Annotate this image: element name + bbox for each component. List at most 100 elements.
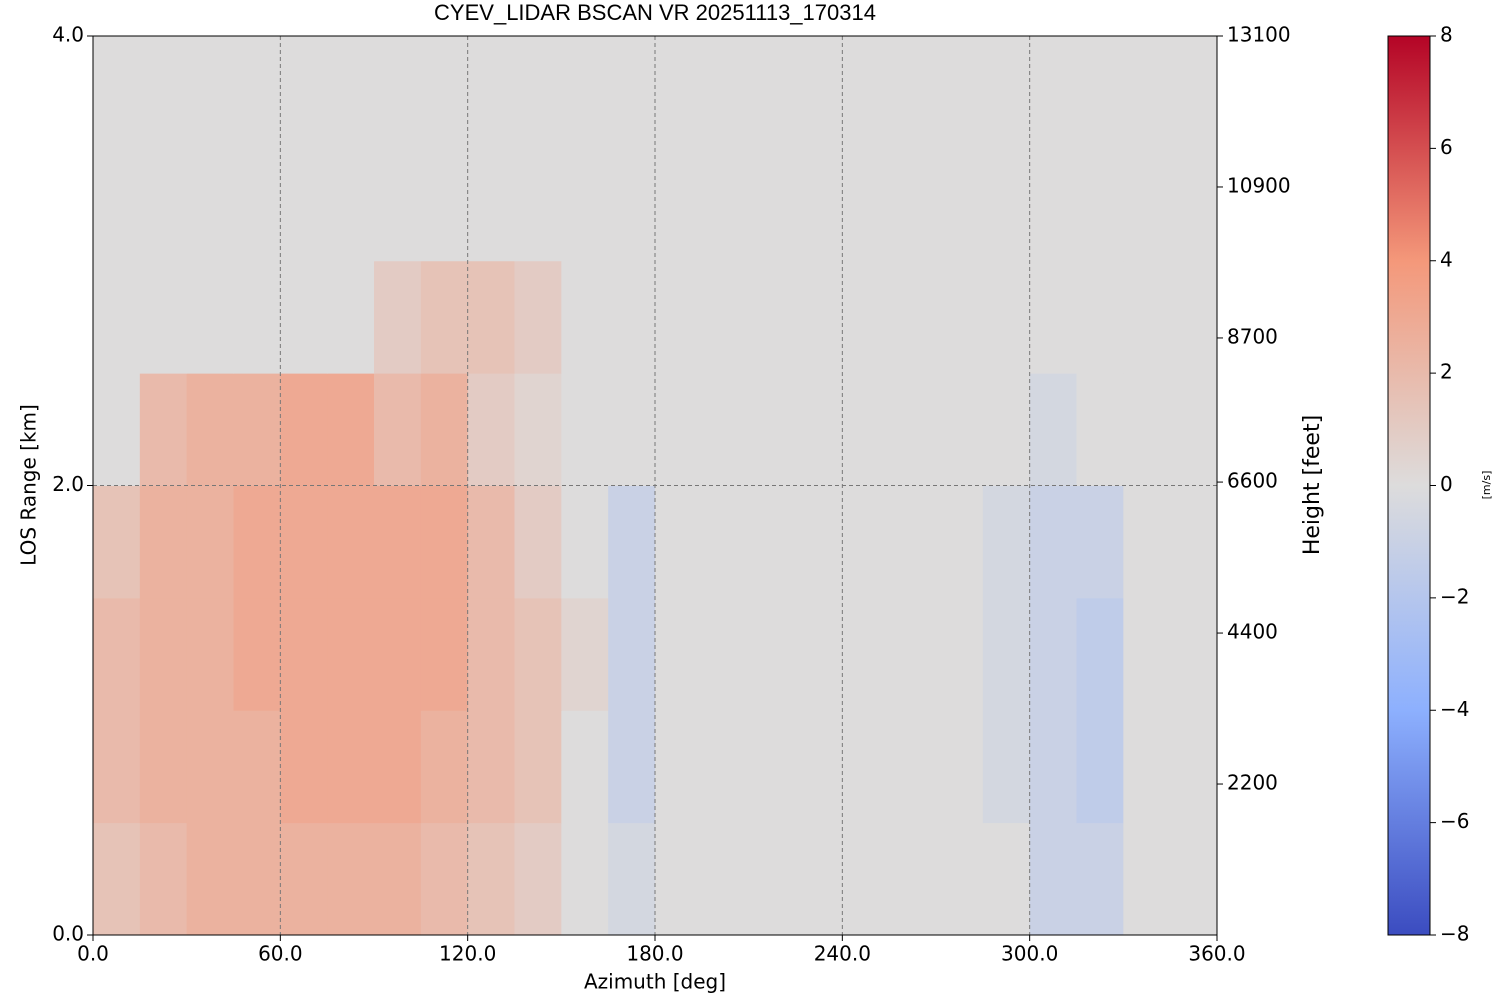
heatmap-cell xyxy=(327,822,375,936)
heatmap-cell xyxy=(561,148,609,262)
colorbar-tick-label: −8 xyxy=(1440,922,1469,946)
heatmap-cell xyxy=(139,36,188,149)
heatmap-cell xyxy=(186,597,234,711)
heatmap-cell xyxy=(374,710,422,824)
heatmap-cell xyxy=(1170,36,1218,149)
heatmap-cell xyxy=(748,373,796,486)
heatmap-cell xyxy=(93,148,141,262)
heatmap-cell xyxy=(1170,260,1218,374)
heatmap-cell xyxy=(280,597,328,711)
heatmap-cell xyxy=(514,710,562,824)
heatmap-cell xyxy=(186,148,234,262)
heatmap-cell xyxy=(1170,373,1218,486)
x-tick-label: 360.0 xyxy=(1188,942,1245,966)
heatmap-cell xyxy=(1029,597,1077,711)
heatmap-cell xyxy=(842,485,890,599)
heatmap-cell xyxy=(701,597,750,711)
heatmap-cell xyxy=(327,260,375,374)
heatmap-cell xyxy=(233,485,281,599)
heatmap-cell xyxy=(982,36,1031,149)
heatmap-cell xyxy=(420,36,469,149)
heatmap-cell xyxy=(748,260,796,374)
colorbar-tick-label: −6 xyxy=(1440,809,1469,833)
heatmap-cell xyxy=(655,148,703,262)
heatmap-cell xyxy=(467,148,515,262)
heatmap-cell xyxy=(982,485,1031,599)
y2-tick-label: 13100 xyxy=(1227,23,1291,47)
heatmap-cell xyxy=(233,36,281,149)
heatmap-cell xyxy=(1029,710,1077,824)
heatmap-cell xyxy=(327,373,375,486)
heatmap-cell xyxy=(889,485,937,599)
y2-axis-label: Height [feet] xyxy=(1300,415,1325,555)
heatmap-cell xyxy=(842,597,890,711)
heatmap-cell xyxy=(139,822,188,936)
x-tick-label: 180.0 xyxy=(626,942,683,966)
heatmap-cell xyxy=(93,822,141,936)
heatmap-cell xyxy=(1076,260,1124,374)
heatmap-cell xyxy=(655,597,703,711)
heatmap-cell xyxy=(374,373,422,486)
heatmap-cell xyxy=(1170,597,1218,711)
heatmap-cell xyxy=(93,36,141,149)
heatmap-cell xyxy=(608,373,656,486)
heatmap-cell xyxy=(186,36,234,149)
heatmap-cell xyxy=(608,710,656,824)
heatmap-cell xyxy=(1076,822,1124,936)
heatmap-cell xyxy=(795,822,843,936)
heatmap-cell xyxy=(608,260,656,374)
heatmap-cell xyxy=(233,822,281,936)
colorbar-tick-label: 8 xyxy=(1440,23,1453,47)
heatmap-cell xyxy=(327,148,375,262)
heatmap-cell xyxy=(374,148,422,262)
y2-tick-label: 10900 xyxy=(1227,173,1291,197)
heatmap-cell xyxy=(1076,148,1124,262)
colorbar-tick-label: −4 xyxy=(1440,697,1469,721)
heatmap-cell xyxy=(420,485,469,599)
heatmap-cell xyxy=(514,597,562,711)
heatmap-cell xyxy=(842,148,890,262)
heatmap-cell xyxy=(139,485,188,599)
heatmap-cell xyxy=(514,260,562,374)
x-tick-label: 120.0 xyxy=(439,942,496,966)
y2-tick-label: 4400 xyxy=(1227,620,1278,644)
heatmap-cell xyxy=(233,260,281,374)
heatmap-cell xyxy=(842,373,890,486)
x-axis-label: Azimuth [deg] xyxy=(584,970,726,994)
heatmap-cell xyxy=(233,597,281,711)
heatmap-cell xyxy=(936,260,984,374)
heatmap-cell xyxy=(280,710,328,824)
heatmap-cell xyxy=(186,710,234,824)
y-tick-label: 4.0 xyxy=(52,23,84,47)
y2-tick-label: 2200 xyxy=(1227,771,1278,795)
heatmap-cell xyxy=(280,373,328,486)
heatmap-cell xyxy=(701,260,750,374)
heatmap-cell xyxy=(374,485,422,599)
heatmap-cell xyxy=(139,373,188,486)
heatmap-cell xyxy=(795,485,843,599)
heatmap-cell xyxy=(982,822,1031,936)
heatmap-cell xyxy=(467,597,515,711)
heatmap-cell xyxy=(1029,822,1077,936)
heatmap-cell xyxy=(655,485,703,599)
heatmap-cell xyxy=(467,822,515,936)
heatmap-cell xyxy=(655,822,703,936)
heatmap-cell xyxy=(1029,373,1077,486)
heatmap-cell xyxy=(982,260,1031,374)
heatmap-cell xyxy=(889,373,937,486)
heatmap-cell xyxy=(608,822,656,936)
heatmap-cell xyxy=(936,597,984,711)
heatmap-cell xyxy=(327,597,375,711)
heatmap-cell xyxy=(1029,148,1077,262)
heatmap-cell xyxy=(936,485,984,599)
heatmap-cell xyxy=(608,148,656,262)
heatmap-cell xyxy=(1123,148,1171,262)
heatmap-cell xyxy=(514,36,562,149)
heatmap-cell xyxy=(936,36,984,149)
heatmap-cell xyxy=(608,597,656,711)
heatmap-cell xyxy=(186,373,234,486)
chart-title: CYEV_LIDAR BSCAN VR 20251113_170314 xyxy=(434,0,876,25)
heatmap-cell xyxy=(1029,485,1077,599)
heatmap-cell xyxy=(1123,710,1171,824)
heatmap-cell xyxy=(1076,710,1124,824)
